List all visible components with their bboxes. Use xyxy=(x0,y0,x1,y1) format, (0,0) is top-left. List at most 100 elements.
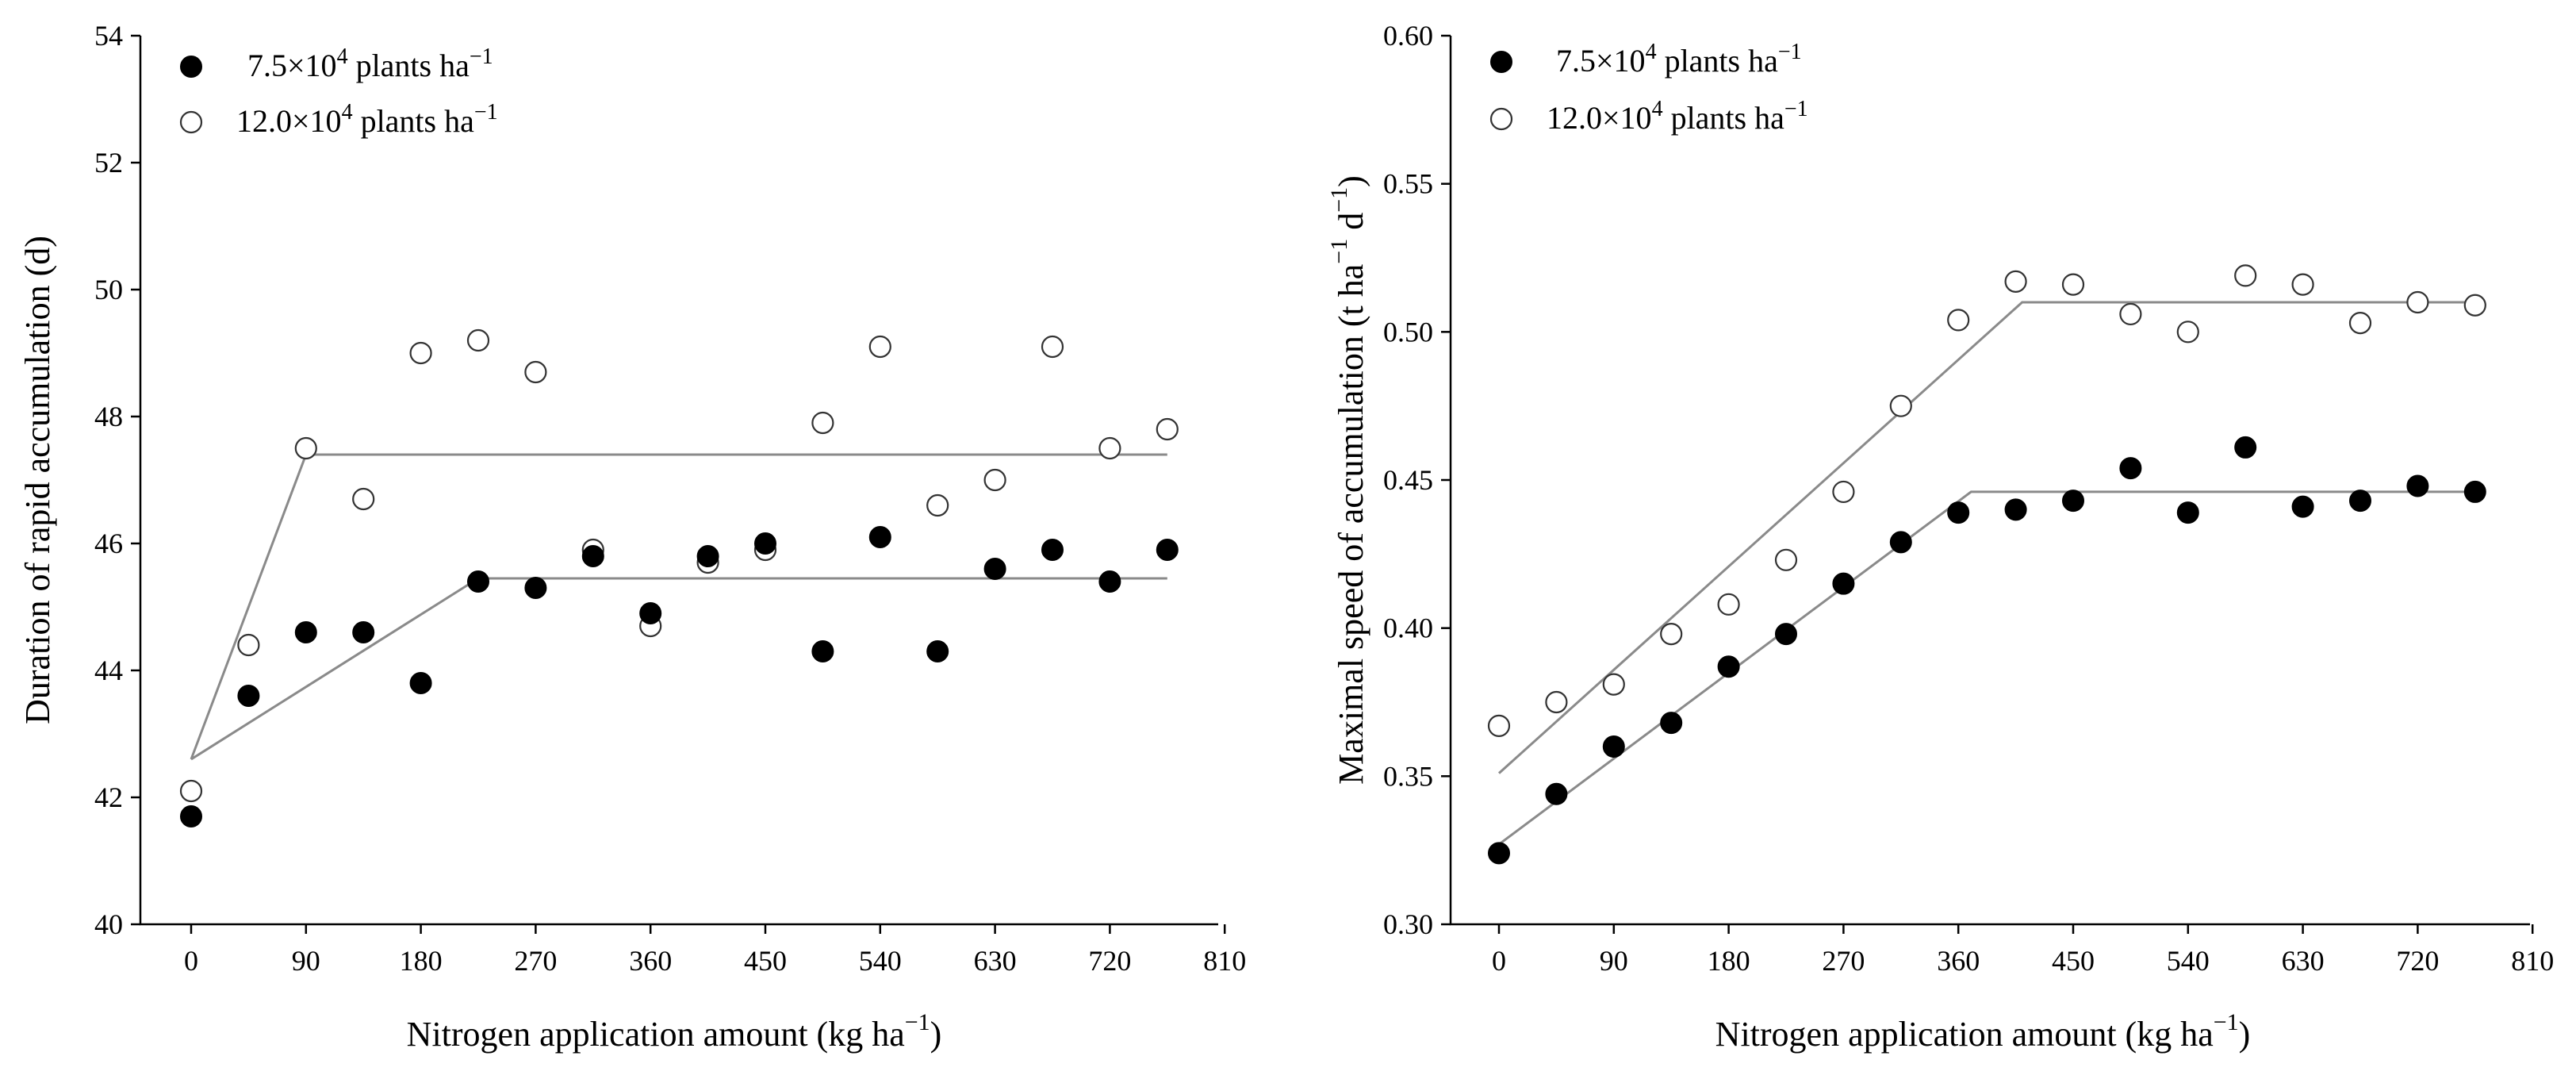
left-data-points xyxy=(179,328,1179,827)
right-y-axis-title: Maximal speed of accumulation (t ha−1 d−… xyxy=(1326,175,1370,785)
data-point-12p0 xyxy=(409,341,432,365)
y-tick-label: 0.45 xyxy=(1383,464,1433,496)
data-point-12p0 xyxy=(2061,273,2085,296)
data-point-7p5 xyxy=(1717,655,1740,678)
left-legend-label-1: 7.5×104 plants ha−1 xyxy=(247,44,493,83)
data-point-12p0 xyxy=(2406,290,2429,314)
right-axes xyxy=(1449,36,2530,926)
y-tick-label: 0.60 xyxy=(1383,20,1433,52)
data-point-12p0 xyxy=(868,335,891,359)
data-point-7p5 xyxy=(467,570,489,593)
left-axis-ticks: 0 90 180 270 360 450 540 630 720 810 40 42 44 46 48 50 5… xyxy=(94,20,1246,977)
x-tick-label: 180 xyxy=(1708,945,1750,977)
y-tick-label: 50 xyxy=(94,274,123,305)
data-point-12p0 xyxy=(294,436,317,460)
data-point-7p5 xyxy=(2176,501,2199,524)
data-point-12p0 xyxy=(1947,309,1970,332)
right-data-points xyxy=(1487,264,2486,865)
data-point-7p5 xyxy=(1602,735,1625,758)
data-point-12p0 xyxy=(179,779,203,803)
data-point-12p0 xyxy=(2463,294,2486,317)
y-tick-label: 40 xyxy=(94,908,123,940)
y-tick-label: 52 xyxy=(94,147,123,179)
x-tick-label: 270 xyxy=(1822,945,1865,977)
right-legend-label-2: 12.0×104 plants ha−1 xyxy=(1547,97,1808,136)
data-point-7p5 xyxy=(926,640,949,662)
data-point-7p5 xyxy=(352,621,375,643)
left-axes xyxy=(139,36,1218,926)
data-point-7p5 xyxy=(1098,570,1121,593)
legend-filled-circle-icon xyxy=(180,56,202,78)
y-tick-label: 46 xyxy=(94,528,123,559)
right-axis-ticks: 0 90 180 270 360 450 540 630 720 810 0.30 0.35 0.40 0… xyxy=(1383,20,2554,977)
right-legend: 7.5×104 plants ha−1 12.0×104 plants ha−1 xyxy=(1489,40,1808,136)
data-point-12p0 xyxy=(2234,264,2257,287)
data-point-7p5 xyxy=(1488,842,1510,865)
data-point-12p0 xyxy=(926,493,949,517)
x-tick-label: 720 xyxy=(2396,945,2439,977)
y-tick-label: 0.40 xyxy=(1383,612,1433,644)
data-point-7p5 xyxy=(2234,436,2257,459)
data-point-7p5 xyxy=(754,532,776,555)
data-point-7p5 xyxy=(1041,539,1064,561)
data-point-7p5 xyxy=(524,577,547,599)
left-chart: 0 90 180 270 360 450 540 630 720 810 40 42 44 46 48 50 5… xyxy=(18,20,1246,1054)
x-tick-label: 720 xyxy=(1088,945,1131,977)
left-x-axis-title: Nitrogen application amount (kg ha−1) xyxy=(407,1009,942,1054)
x-tick-label: 0 xyxy=(1492,945,1506,977)
x-tick-label: 810 xyxy=(1203,945,1246,977)
data-point-12p0 xyxy=(524,360,547,384)
legend-filled-circle-icon xyxy=(1490,51,1512,73)
data-point-7p5 xyxy=(2062,490,2084,513)
data-point-12p0 xyxy=(1774,548,1798,571)
data-point-7p5 xyxy=(409,672,432,694)
data-point-12p0 xyxy=(2348,312,2372,335)
data-point-7p5 xyxy=(1832,572,1855,595)
data-point-7p5 xyxy=(180,805,202,827)
left-fit-line-7p5 xyxy=(190,577,1167,761)
data-point-7p5 xyxy=(2291,495,2314,518)
data-point-7p5 xyxy=(811,640,834,662)
data-point-12p0 xyxy=(1660,623,1683,646)
x-tick-label: 630 xyxy=(974,945,1017,977)
data-point-12p0 xyxy=(1098,436,1121,460)
data-point-12p0 xyxy=(352,487,375,511)
data-point-12p0 xyxy=(2119,302,2142,326)
x-tick-label: 90 xyxy=(1600,945,1628,977)
y-tick-label: 44 xyxy=(94,655,123,686)
data-point-12p0 xyxy=(1041,335,1064,359)
legend-open-circle-icon xyxy=(179,110,203,134)
data-point-7p5 xyxy=(294,621,317,643)
data-point-12p0 xyxy=(983,468,1006,492)
x-tick-label: 630 xyxy=(2282,945,2325,977)
data-point-7p5 xyxy=(1889,531,1912,554)
x-tick-label: 90 xyxy=(292,945,320,977)
data-point-7p5 xyxy=(1660,712,1683,735)
x-tick-label: 270 xyxy=(514,945,557,977)
data-point-12p0 xyxy=(1156,417,1179,441)
left-y-axis-title: Duration of rapid accumulation (d) xyxy=(18,236,57,724)
data-point-7p5 xyxy=(2004,498,2027,521)
data-point-7p5 xyxy=(1156,539,1179,561)
data-point-7p5 xyxy=(983,558,1006,580)
data-point-7p5 xyxy=(639,602,662,624)
data-point-7p5 xyxy=(2406,474,2429,497)
data-point-12p0 xyxy=(466,328,490,352)
x-tick-label: 450 xyxy=(744,945,787,977)
data-point-7p5 xyxy=(2119,457,2142,480)
x-tick-label: 0 xyxy=(184,945,198,977)
y-tick-label: 54 xyxy=(94,20,123,52)
data-point-7p5 xyxy=(696,545,719,567)
left-legend-label-2: 12.0×104 plants ha−1 xyxy=(236,100,498,139)
x-tick-label: 450 xyxy=(2052,945,2095,977)
right-fit-line-7p5 xyxy=(1498,490,2475,846)
data-point-7p5 xyxy=(1947,501,1970,524)
x-tick-label: 540 xyxy=(859,945,902,977)
data-point-12p0 xyxy=(1889,394,1912,417)
x-tick-label: 810 xyxy=(2511,945,2554,977)
data-point-12p0 xyxy=(1487,714,1511,737)
x-tick-label: 180 xyxy=(400,945,443,977)
right-chart: 0 90 180 270 360 450 540 630 720 810 0.30 0.35 0.40 0… xyxy=(1326,20,2554,1054)
right-x-axis-title: Nitrogen application amount (kg ha−1) xyxy=(1715,1009,2251,1054)
data-point-7p5 xyxy=(2349,490,2371,513)
